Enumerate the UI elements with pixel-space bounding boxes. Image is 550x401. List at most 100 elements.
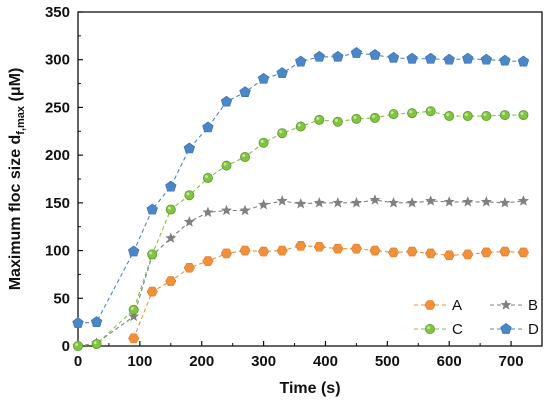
data-point <box>313 50 325 62</box>
data-point <box>480 247 492 258</box>
data-point <box>444 111 455 122</box>
data-point <box>220 248 233 259</box>
data-point <box>369 48 381 60</box>
data-point <box>128 333 140 344</box>
data-point-highlight <box>297 123 301 127</box>
data-point <box>499 110 510 121</box>
data-point <box>257 72 270 84</box>
data-point <box>517 247 529 258</box>
data-point <box>369 112 380 123</box>
data-point <box>388 109 399 120</box>
legend-item-A: A <box>414 297 462 314</box>
data-point <box>295 55 307 67</box>
data-point <box>277 128 288 139</box>
y-tick-label: 250 <box>45 99 70 116</box>
data-point <box>424 323 435 334</box>
data-point-highlight <box>93 341 97 345</box>
data-point <box>90 316 103 327</box>
legend-label: B <box>528 297 538 314</box>
x-axis-title: Time (s) <box>279 380 340 397</box>
data-point-highlight <box>520 112 524 116</box>
data-point <box>127 245 140 257</box>
data-point <box>332 50 344 62</box>
data-point <box>183 216 195 227</box>
data-point <box>332 197 344 208</box>
data-point <box>462 52 474 64</box>
data-point <box>146 203 158 215</box>
legend-item-D: D <box>490 321 539 338</box>
data-point <box>165 204 176 215</box>
data-point <box>147 249 158 260</box>
data-point <box>165 180 177 192</box>
data-point <box>443 53 455 65</box>
data-point-highlight <box>205 175 209 179</box>
y-tick-label: 350 <box>45 4 70 21</box>
data-point-highlight <box>75 343 79 347</box>
data-point-highlight <box>427 108 431 112</box>
data-point <box>480 196 492 207</box>
series-A <box>128 241 529 344</box>
series-line <box>77 199 524 347</box>
data-point <box>462 196 474 207</box>
y-tick-label: 100 <box>45 243 70 260</box>
legend-label: A <box>452 297 462 314</box>
data-point <box>73 340 84 351</box>
data-point <box>221 160 232 171</box>
x-tick-label: 600 <box>437 353 462 370</box>
data-point <box>387 51 400 63</box>
y-tick-label: 50 <box>53 290 70 307</box>
data-point <box>276 195 288 206</box>
data-point <box>369 245 381 256</box>
data-point <box>183 262 195 273</box>
x-tick-label: 700 <box>499 353 524 370</box>
series-line <box>133 245 524 339</box>
data-point <box>220 204 232 216</box>
data-point <box>128 310 140 322</box>
data-point <box>499 246 511 257</box>
legend: A B C D <box>414 297 539 338</box>
data-point-highlight <box>409 110 413 114</box>
data-point <box>425 248 437 259</box>
data-point <box>443 196 455 207</box>
data-point <box>388 197 400 208</box>
data-point <box>202 206 214 218</box>
y-tick-label: 0 <box>62 338 70 355</box>
legend-item-C: C <box>414 321 463 338</box>
data-point <box>239 86 251 97</box>
data-point <box>499 197 511 208</box>
data-point <box>258 137 269 148</box>
legend-label: C <box>452 321 463 338</box>
data-point-highlight <box>316 116 320 120</box>
data-point <box>332 243 344 254</box>
x-tick-label: 400 <box>313 353 338 370</box>
data-point-highlight <box>130 306 134 310</box>
data-point-highlight <box>334 118 338 122</box>
data-point <box>443 250 455 261</box>
data-point-highlight <box>464 113 468 117</box>
legend-label: D <box>528 321 539 338</box>
data-point <box>72 317 84 328</box>
data-point <box>239 245 251 256</box>
y-tick-label: 300 <box>45 52 70 69</box>
x-tick-label: 200 <box>189 353 214 370</box>
data-point <box>350 243 362 254</box>
data-point <box>406 197 418 208</box>
x-tick-label: 0 <box>74 353 82 370</box>
data-point <box>165 276 177 286</box>
y-axis-title-main: Maximum floc size d <box>7 135 24 291</box>
data-point-highlight <box>167 206 171 210</box>
y-tick-label: 150 <box>45 195 70 212</box>
data-point <box>146 286 158 297</box>
data-point-highlight <box>427 326 431 330</box>
data-point <box>258 246 270 257</box>
y-axis-title-subscript: f,max <box>15 105 27 135</box>
series-line <box>77 52 524 324</box>
data-point <box>351 113 362 124</box>
data-point <box>462 249 474 260</box>
data-point <box>500 299 512 310</box>
data-point <box>295 241 307 251</box>
data-point <box>276 245 288 256</box>
legend-item-B: B <box>490 297 538 314</box>
axes: 0 100 200 300 400 500 600 700 0 50 100 150 200 250 300… <box>45 4 543 370</box>
